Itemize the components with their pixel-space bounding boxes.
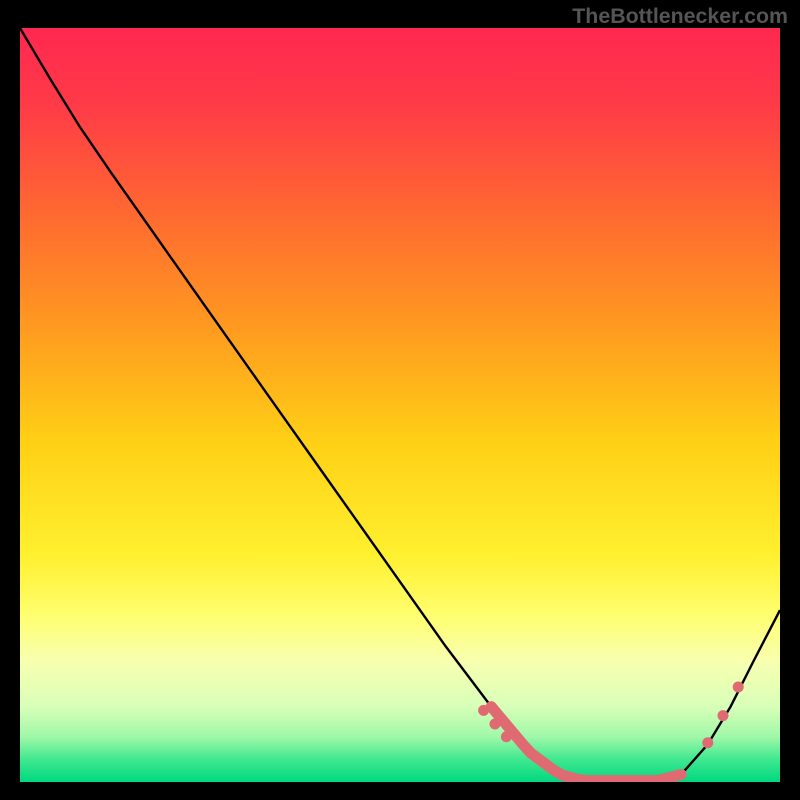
chart-container: TheBottlenecker.com [0, 0, 800, 800]
data-marker [490, 718, 501, 729]
data-marker [733, 682, 744, 693]
optimal-range-highlight [491, 707, 681, 781]
data-marker [501, 731, 512, 742]
data-marker [702, 737, 713, 748]
plot-area [20, 28, 780, 782]
bottleneck-curve [20, 28, 780, 780]
curve-overlay [20, 28, 780, 782]
data-marker [718, 710, 729, 721]
watermark-label: TheBottlenecker.com [572, 4, 788, 29]
data-marker [478, 705, 489, 716]
